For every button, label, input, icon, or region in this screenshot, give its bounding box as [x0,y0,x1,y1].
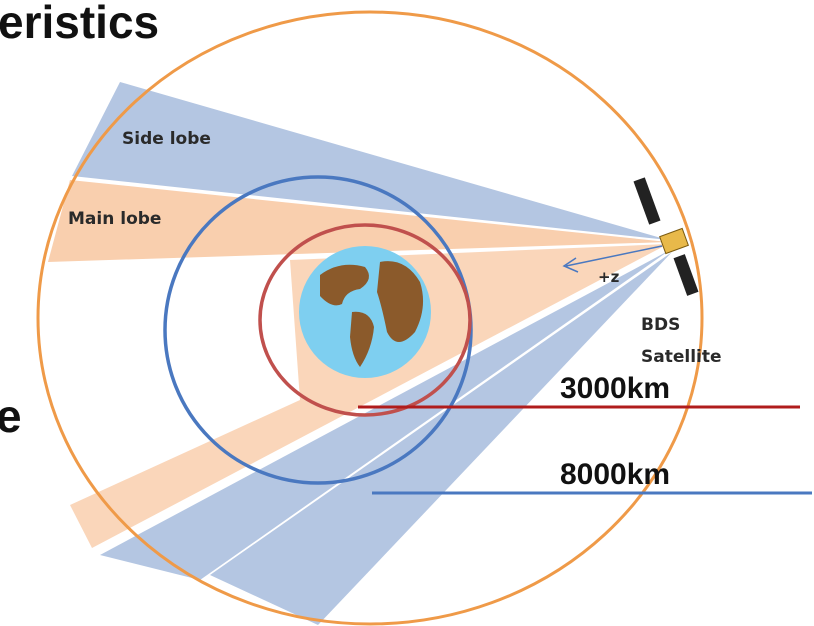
orbit-3000 [258,223,472,417]
earth [299,246,431,378]
side-text: e [0,390,22,442]
beams [48,82,672,625]
orbit-outer-ring [36,10,704,626]
side-lobe-upper [72,82,668,240]
satellite-label: Satellite [641,347,722,367]
main-lobe-lower [70,244,668,548]
satellite-label: BDS [641,315,680,335]
side-lobe-lower-2 [210,252,672,625]
axis-label: +z [598,268,620,286]
orbit-label: 8000km [560,458,670,491]
main-lobe-upper [48,180,668,262]
title: eristics [0,0,159,48]
arrow-head [562,257,579,273]
side-lobe-label: Side lobe [122,129,211,149]
satellite-icon [633,177,699,296]
main-lobe-label: Main lobe [68,209,161,229]
orbit-label: 3000km [560,372,670,405]
z-axis-arrow [565,245,663,267]
